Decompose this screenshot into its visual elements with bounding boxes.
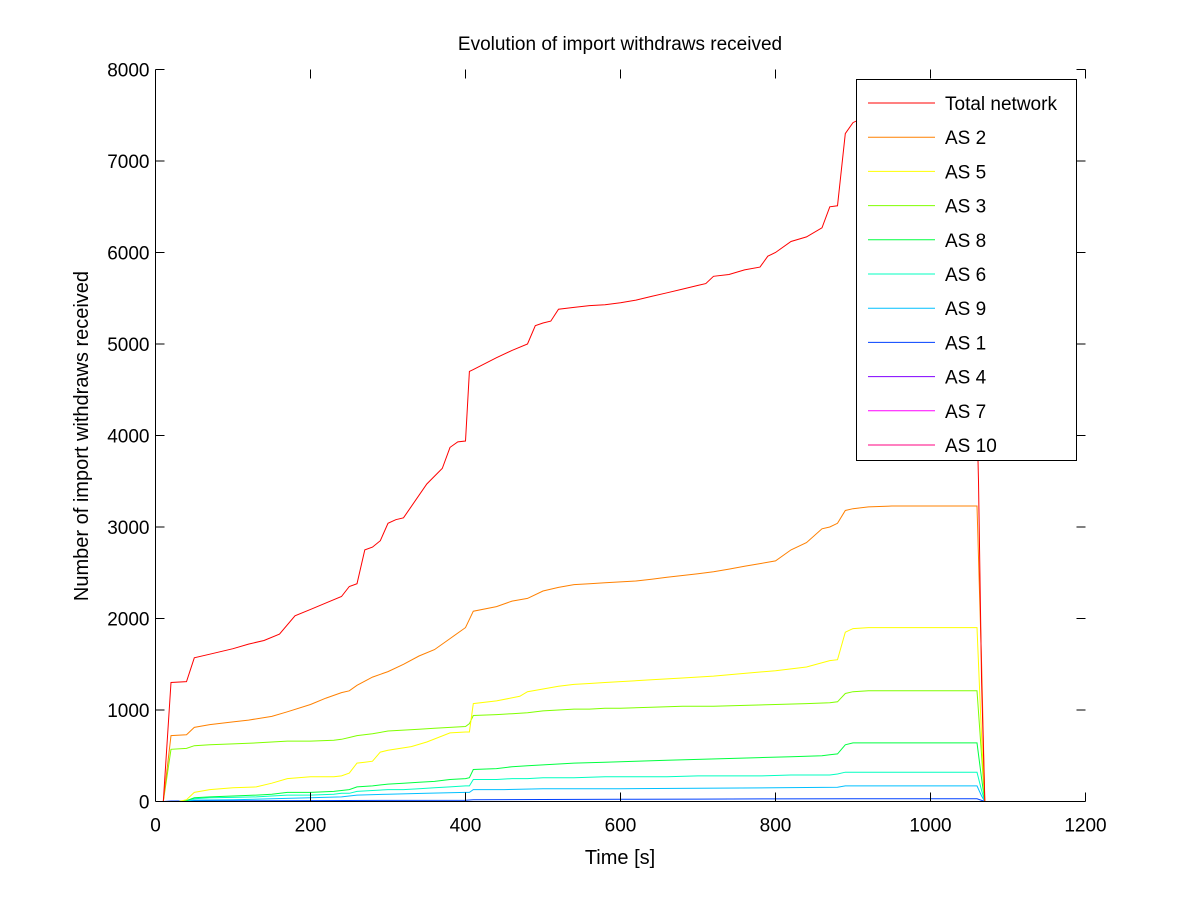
- y-tick-label: 1000: [107, 701, 149, 722]
- series-line-as-1: [155, 798, 1086, 802]
- x-tick-label: 200: [295, 816, 327, 837]
- x-tick-label: 400: [450, 816, 482, 837]
- x-tick-label: 800: [760, 816, 792, 837]
- y-tick-label: 5000: [107, 335, 149, 356]
- series-line-as-3: [155, 690, 1086, 802]
- y-tick-label: 7000: [107, 152, 149, 173]
- legend: Total network AS 2 AS 5 AS 3 AS 8 AS 6 AS 9 AS …: [856, 79, 1077, 461]
- series-line-as-8: [155, 742, 1086, 802]
- series-line-as-9: [155, 785, 1086, 802]
- y-tick-label: 6000: [107, 244, 149, 265]
- legend-label: AS 1: [945, 333, 986, 354]
- y-tick-label: 0: [139, 793, 150, 814]
- legend-label: AS 9: [945, 299, 986, 320]
- x-tick-label: 0: [150, 816, 161, 837]
- y-tick-label: 4000: [107, 427, 149, 448]
- legend-label: AS 8: [945, 231, 986, 252]
- x-ticks: 0 200 400 600 800 1000 1200: [150, 69, 1107, 837]
- y-ticks: 0 1000 2000 3000 4000 5000 6000 7000 8000: [107, 61, 1086, 814]
- y-tick-label: 2000: [107, 610, 149, 631]
- legend-label: AS 7: [945, 402, 986, 423]
- legend-label: Total network: [945, 94, 1057, 115]
- legend-label: AS 3: [945, 197, 986, 218]
- legend-box: [856, 79, 1077, 461]
- legend-label: AS 6: [945, 265, 986, 286]
- legend-label: AS 4: [945, 368, 987, 389]
- series-line-as-5: [155, 627, 1086, 802]
- series-line-as-6: [155, 771, 1086, 802]
- x-axis-label: Time [s]: [585, 847, 655, 869]
- x-tick-label: 1200: [1064, 816, 1106, 837]
- y-tick-label: 8000: [107, 61, 149, 82]
- legend-label: AS 5: [945, 162, 986, 183]
- series-line-total-network: [155, 91, 1086, 802]
- chart-title: Evolution of import withdraws received: [458, 34, 782, 55]
- y-tick-label: 3000: [107, 518, 149, 539]
- x-tick-label: 1000: [909, 816, 951, 837]
- legend-label: AS 10: [945, 436, 997, 457]
- y-axis-label: Number of import withdraws received: [71, 271, 93, 601]
- legend-label: AS 2: [945, 128, 986, 149]
- series-line-as-2: [155, 505, 1086, 802]
- x-tick-label: 600: [605, 816, 637, 837]
- legend-items: Total network AS 2 AS 5 AS 3 AS 8 AS 6 AS 9 AS …: [868, 94, 1057, 457]
